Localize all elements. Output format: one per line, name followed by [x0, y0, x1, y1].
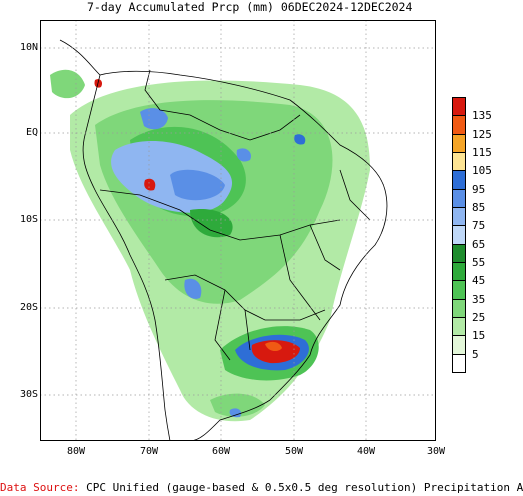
lat-label-20s: 20S — [19, 302, 38, 313]
legend-swatch — [452, 225, 466, 245]
legend-swatch — [452, 170, 466, 190]
lon-label-60w: 60W — [211, 446, 231, 457]
coastlines — [59, 39, 388, 441]
footer-source-text: CPC Unified (gauge-based & 0.5x0.5 deg r… — [86, 481, 523, 494]
legend-label: 15 — [472, 329, 486, 343]
footer-source-label: Data Source: — [0, 481, 80, 494]
precipitation-map — [40, 20, 436, 441]
map-title: 7-day Accumulated Prcp (mm) 06DEC2024-12… — [87, 0, 413, 14]
legend-swatch — [452, 207, 466, 227]
color-legend: 135 125 115 105 95 85 75 65 55 45 35 25 15 5 — [452, 97, 518, 373]
footer: Data Source: CPC Unified (gauge-based & … — [0, 482, 523, 494]
legend-label: 95 — [472, 182, 486, 196]
legend-label: 5 — [472, 347, 479, 361]
grid-lines — [40, 20, 436, 441]
legend-label: 65 — [472, 237, 486, 251]
legend-swatch — [452, 335, 466, 355]
legend-swatch — [452, 262, 466, 282]
legend-swatch — [452, 115, 466, 135]
lon-label-80w: 80W — [66, 446, 86, 457]
legend-label: 135 — [472, 109, 492, 123]
legend-label: 105 — [472, 164, 492, 178]
legend-label: 25 — [472, 311, 486, 324]
legend-label: 35 — [472, 292, 486, 306]
legend-swatch — [452, 188, 466, 208]
legend-swatch — [452, 298, 466, 318]
legend-label: 75 — [472, 219, 486, 233]
legend-swatch — [452, 317, 466, 337]
lon-label-50w: 50W — [284, 446, 304, 457]
lon-label-40w: 40W — [356, 446, 376, 457]
legend-swatch — [452, 280, 466, 300]
map-border — [40, 20, 436, 441]
lon-label-30w: 30W — [426, 446, 446, 457]
legend-label: 125 — [472, 127, 492, 141]
legend-swatch — [452, 152, 466, 172]
legend-swatch — [452, 353, 466, 373]
legend-label: 55 — [472, 256, 486, 269]
legend-swatch — [452, 133, 466, 153]
lat-label-10n: 10N — [19, 42, 38, 53]
lat-label-10s: 10S — [19, 214, 38, 225]
lat-label-30s: 30S — [19, 389, 38, 400]
lon-label-70w: 70W — [139, 446, 159, 457]
lat-label-eq: EQ — [25, 127, 38, 138]
legend-swatch — [452, 243, 466, 263]
legend-label: 85 — [472, 201, 486, 214]
precip-shading — [50, 69, 370, 422]
legend-label: 115 — [472, 146, 492, 159]
legend-label: 45 — [472, 274, 486, 288]
legend-swatch — [452, 97, 466, 117]
